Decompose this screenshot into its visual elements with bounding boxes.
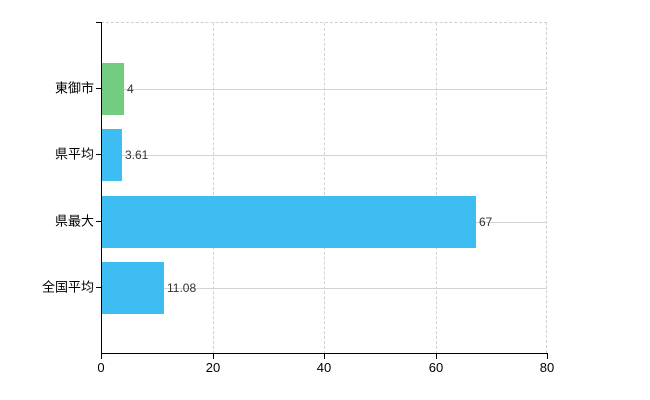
- y-axis-line: [101, 22, 102, 353]
- bar-全国平均: [102, 262, 164, 314]
- category-tick: [96, 287, 101, 288]
- bar-県平均: [102, 129, 122, 181]
- x-axis-tick: [213, 353, 214, 359]
- x-axis-tick-label: 40: [316, 360, 332, 375]
- category-label-東御市: 東御市: [54, 80, 94, 96]
- category-gridline: [101, 288, 547, 289]
- bar-県最大: [102, 196, 476, 248]
- vertical-gridline: [435, 23, 437, 354]
- x-axis-tick: [436, 353, 437, 359]
- plot-area: 4 3.61 67 11.08: [101, 22, 547, 354]
- category-tick: [96, 154, 101, 155]
- category-label-県最大: 県最大: [54, 213, 94, 229]
- value-label: 3.61: [125, 148, 149, 162]
- value-label: 11.08: [167, 281, 197, 295]
- x-axis-tick-label: 60: [428, 360, 444, 375]
- category-label-県平均: 県平均: [54, 146, 94, 162]
- category-tick: [96, 88, 101, 89]
- value-label: 4: [127, 82, 134, 96]
- x-axis-tick-label: 0: [97, 360, 105, 375]
- x-axis-zero-tick: [101, 353, 102, 359]
- x-axis-tick-label: 80: [539, 360, 555, 375]
- vertical-gridline: [212, 23, 214, 354]
- category-tick: [96, 221, 101, 222]
- category-label-全国平均: 全国平均: [41, 279, 94, 295]
- category-gridline: [101, 89, 547, 90]
- y-axis-end-tick: [96, 22, 101, 23]
- bar-東御市: [102, 63, 124, 115]
- x-axis-tick-label: 20: [205, 360, 221, 375]
- vertical-gridline: [324, 23, 325, 354]
- x-axis-tick: [324, 353, 325, 359]
- x-axis-tick: [547, 353, 548, 359]
- value-label: 67: [479, 215, 493, 229]
- category-gridline: [101, 155, 547, 156]
